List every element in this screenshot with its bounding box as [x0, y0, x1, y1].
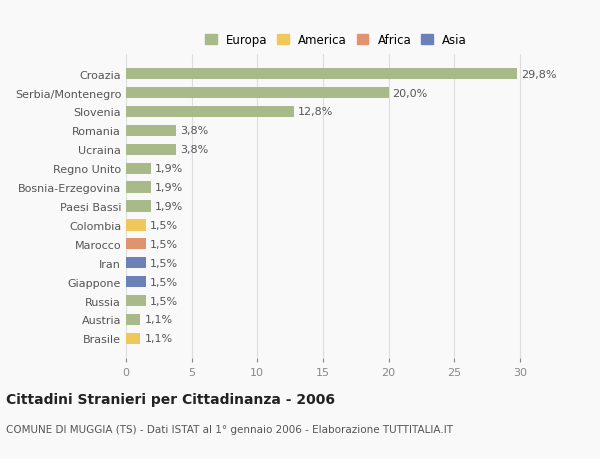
Bar: [126, 295, 146, 307]
Text: 1,5%: 1,5%: [149, 277, 178, 287]
Text: 1,9%: 1,9%: [155, 202, 183, 212]
Bar: [126, 220, 146, 231]
Bar: [126, 144, 176, 156]
Text: 1,5%: 1,5%: [149, 296, 178, 306]
Text: 1,5%: 1,5%: [149, 220, 178, 230]
Text: Cittadini Stranieri per Cittadinanza - 2006: Cittadini Stranieri per Cittadinanza - 2…: [6, 392, 335, 406]
Text: 3,8%: 3,8%: [180, 126, 208, 136]
Bar: [126, 333, 140, 344]
Text: 3,8%: 3,8%: [180, 145, 208, 155]
Text: 1,1%: 1,1%: [145, 334, 173, 344]
Text: 20,0%: 20,0%: [392, 89, 428, 98]
Bar: [126, 239, 146, 250]
Text: 29,8%: 29,8%: [521, 69, 557, 79]
Legend: Europa, America, Africa, Asia: Europa, America, Africa, Asia: [202, 31, 470, 50]
Text: 1,5%: 1,5%: [149, 258, 178, 268]
Bar: [126, 69, 517, 80]
Text: 1,9%: 1,9%: [155, 164, 183, 174]
Text: 1,9%: 1,9%: [155, 183, 183, 193]
Bar: [126, 314, 140, 325]
Bar: [126, 201, 151, 212]
Bar: [126, 182, 151, 193]
Bar: [126, 125, 176, 137]
Text: 1,5%: 1,5%: [149, 239, 178, 249]
Bar: [126, 88, 389, 99]
Bar: [126, 163, 151, 174]
Bar: [126, 106, 294, 118]
Bar: [126, 276, 146, 288]
Text: 1,1%: 1,1%: [145, 315, 173, 325]
Text: 12,8%: 12,8%: [298, 107, 334, 117]
Text: COMUNE DI MUGGIA (TS) - Dati ISTAT al 1° gennaio 2006 - Elaborazione TUTTITALIA.: COMUNE DI MUGGIA (TS) - Dati ISTAT al 1°…: [6, 424, 453, 434]
Bar: [126, 257, 146, 269]
